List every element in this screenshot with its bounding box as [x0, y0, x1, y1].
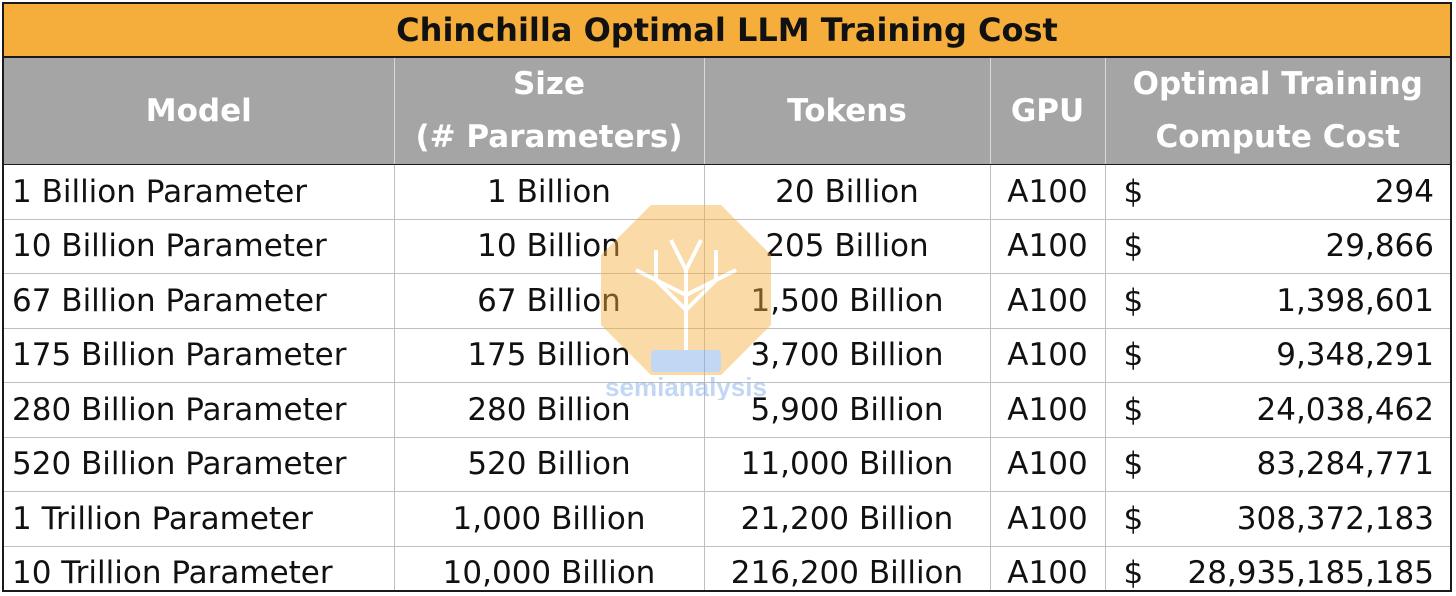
- gpu-cell: A100: [989, 328, 1105, 383]
- cost-amount: 83,284,771: [1256, 446, 1435, 483]
- header-size-line1: Size: [512, 66, 586, 102]
- tokens-cell: 11,000 Billion: [703, 437, 990, 492]
- cost-cell: $29,866: [1104, 219, 1450, 274]
- table-row: 175 Billion Parameter 175 Billion 3,700 Bi…: [4, 328, 1450, 383]
- gpu-cell: A100: [989, 546, 1105, 590]
- gpu-cell: A100: [989, 437, 1105, 492]
- cost-amount: 294: [1374, 173, 1434, 210]
- cost-amount: 24,038,462: [1256, 391, 1435, 428]
- size-cell: 280 Billion: [393, 382, 704, 438]
- header-cost-line1: Optimal Training: [1132, 66, 1423, 102]
- table-title: Chinchilla Optimal LLM Training Cost: [4, 4, 1450, 58]
- cost-cell: $294: [1104, 164, 1450, 220]
- currency-symbol: $: [1123, 282, 1144, 319]
- model-cell: 1 Billion Parameter: [4, 164, 394, 220]
- size-cell: 67 Billion: [393, 273, 704, 329]
- gpu-cell: A100: [989, 491, 1105, 547]
- header-size-line2: (# Parameters): [415, 119, 683, 155]
- table-row: 10 Billion Parameter 10 Billion 205 Billio…: [4, 219, 1450, 274]
- header-row: Model Size (# Parameters) Tokens GPU Opt…: [4, 58, 1450, 165]
- size-cell: 520 Billion: [393, 437, 704, 492]
- header-tokens: Tokens: [703, 58, 990, 165]
- tokens-cell: 216,200 Billion: [703, 546, 990, 590]
- currency-symbol: $: [1123, 500, 1144, 537]
- tokens-cell: 1,500 Billion: [703, 273, 990, 329]
- table-row: 1 Billion Parameter 1 Billion 20 Billion A1…: [4, 164, 1450, 220]
- cost-amount: 308,372,183: [1236, 500, 1434, 537]
- model-cell: 67 Billion Parameter: [4, 273, 394, 329]
- header-size: Size (# Parameters): [393, 58, 704, 165]
- tokens-cell: 21,200 Billion: [703, 491, 990, 547]
- cost-cell: $83,284,771: [1104, 437, 1450, 492]
- tokens-cell: 3,700 Billion: [703, 328, 990, 383]
- model-cell: 280 Billion Parameter: [4, 382, 394, 438]
- table-row: 280 Billion Parameter 280 Billion 5,900 Bi…: [4, 382, 1450, 438]
- size-cell: 10,000 Billion: [393, 546, 704, 590]
- size-cell: 1 Billion: [393, 164, 704, 220]
- gpu-cell: A100: [989, 164, 1105, 220]
- gpu-cell: A100: [989, 273, 1105, 329]
- currency-symbol: $: [1123, 228, 1144, 265]
- model-cell: 10 Trillion Parameter: [12, 555, 333, 592]
- currency-symbol: $: [1123, 173, 1144, 210]
- currency-symbol: $: [1123, 337, 1144, 374]
- cost-cell: $308,372,183: [1104, 491, 1450, 547]
- size-cell: 10 Billion: [393, 219, 704, 274]
- table-row: 1 Trillion Parameter 1,000 Billion 21,200 …: [4, 491, 1450, 547]
- cost-cell: $28,935,185,185: [1104, 546, 1450, 592]
- table-row: 67 Billion Parameter 67 Billion 1,500 Bill…: [4, 273, 1450, 329]
- currency-symbol: $: [1123, 391, 1144, 428]
- cost-amount: 1,398,601: [1276, 282, 1434, 319]
- size-cell: 1,000 Billion: [393, 491, 704, 547]
- table-row: 520 Billion Parameter 520 Billion 11,000 B…: [4, 437, 1450, 492]
- cost-cell: $1,398,601: [1104, 273, 1450, 329]
- cost-cell: $24,038,462: [1104, 382, 1450, 438]
- size-cell: 175 Billion: [393, 328, 704, 383]
- gpu-cell: A100: [989, 382, 1105, 438]
- currency-symbol: $: [1123, 555, 1144, 592]
- cost-amount: 28,935,185,185: [1187, 555, 1434, 592]
- gpu-cell: A100: [989, 219, 1105, 274]
- model-cell: 520 Billion Parameter: [4, 437, 394, 492]
- model-cell: 10 Billion Parameter: [4, 219, 394, 274]
- cost-cell: $9,348,291: [1104, 328, 1450, 383]
- table-row: 10 Trillion Parameter 10,000 Billion 216,2…: [4, 546, 1450, 592]
- model-cell: 175 Billion Parameter: [4, 328, 394, 383]
- cost-amount: 9,348,291: [1276, 337, 1434, 374]
- cost-amount: 29,866: [1325, 228, 1434, 265]
- header-model: Model: [4, 58, 394, 165]
- header-gpu: GPU: [989, 58, 1105, 165]
- tokens-cell: 20 Billion: [703, 164, 990, 220]
- header-cost: Optimal Training Compute Cost: [1104, 58, 1450, 165]
- table-body: 1 Billion Parameter 1 Billion 20 Billion A1…: [4, 164, 1450, 592]
- header-cost-line2: Compute Cost: [1155, 119, 1401, 155]
- tokens-cell: 205 Billion: [703, 219, 990, 274]
- model-cell: 1 Trillion Parameter: [4, 491, 394, 547]
- currency-symbol: $: [1123, 446, 1144, 483]
- tokens-cell: 5,900 Billion: [703, 382, 990, 438]
- training-cost-table: Model Size (# Parameters) Tokens GPU Opt…: [4, 58, 1450, 592]
